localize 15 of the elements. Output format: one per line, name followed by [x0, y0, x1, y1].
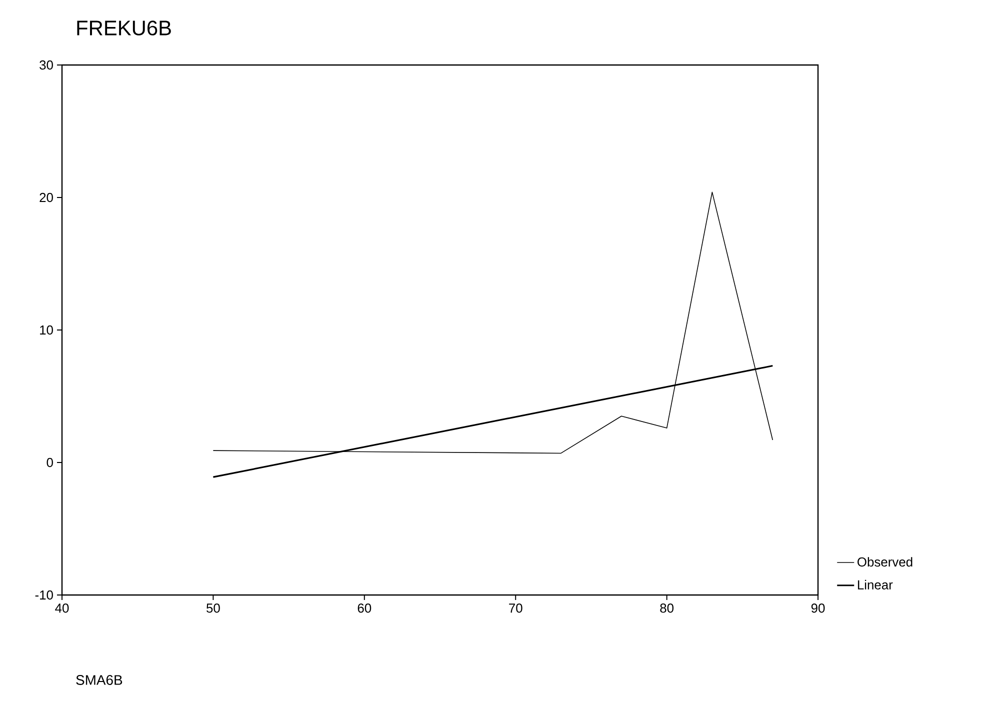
- x-tick-label: 60: [358, 604, 372, 613]
- y-tick-label: -10: [35, 590, 53, 600]
- x-tick-label: 70: [509, 604, 522, 613]
- x-tick-label: 40: [55, 604, 69, 613]
- y-tick-label: 0: [46, 458, 53, 468]
- y-axis-title: FREKU6B: [77, 20, 171, 36]
- y-tick-label: 20: [40, 192, 53, 202]
- legend-label: Observed: [858, 557, 912, 567]
- x-tick-label: 90: [811, 604, 825, 613]
- y-tick-label: 30: [40, 60, 53, 70]
- x-tick-label: 80: [660, 604, 674, 613]
- y-tick-label: 10: [40, 325, 53, 335]
- x-tick-label: 50: [206, 604, 220, 613]
- text: SMA6B: [76, 675, 122, 685]
- legend-label: Linear: [858, 580, 893, 590]
